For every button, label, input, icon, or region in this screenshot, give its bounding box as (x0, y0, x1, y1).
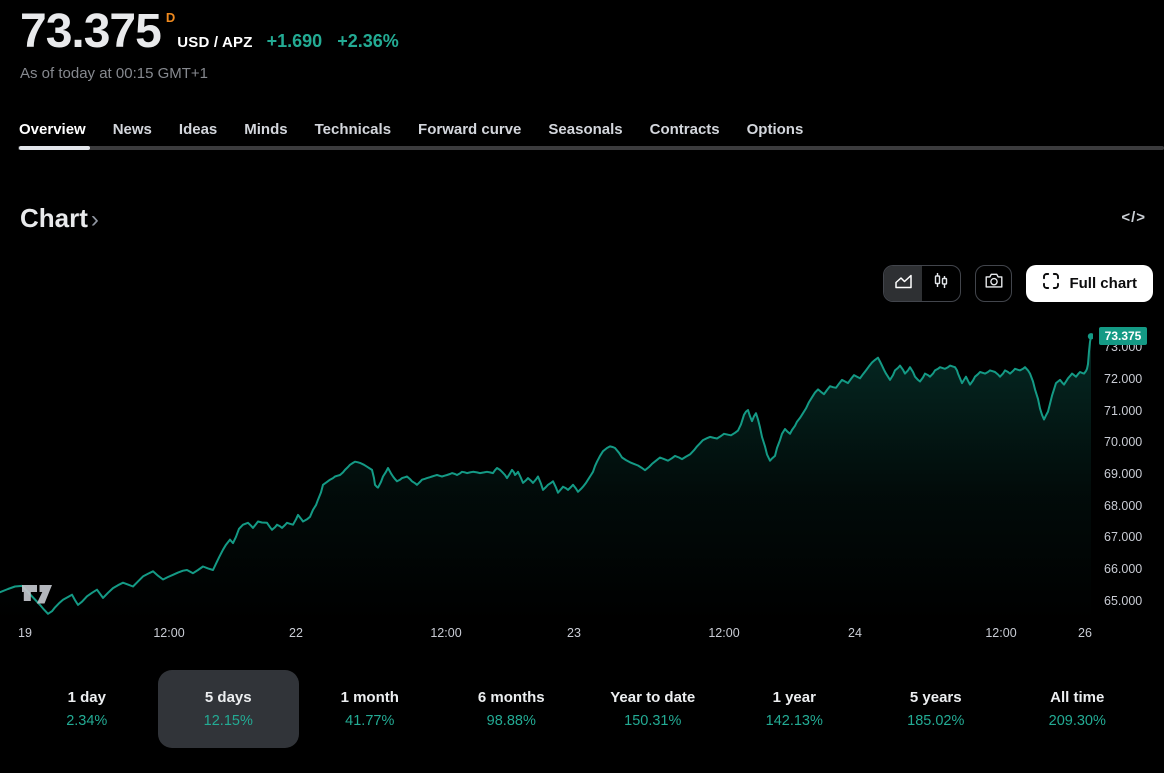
y-tick-label: 66.000 (1104, 562, 1143, 576)
y-tick-label: 67.000 (1104, 530, 1143, 544)
period-change: 209.30% (1048, 713, 1106, 729)
candles-chart-icon (931, 272, 951, 296)
interval-badge: D (165, 10, 176, 25)
chart-type-toggle (883, 265, 962, 302)
price-badge: 73.375 (1099, 327, 1147, 345)
chart-section-title[interactable]: Chart › (20, 203, 99, 234)
x-tick-label: 12:00 (430, 626, 462, 640)
price-line (0, 335, 1092, 615)
period-item-all-time[interactable]: All time 209.30% (1007, 670, 1149, 748)
period-change: 185.02% (907, 713, 965, 729)
tab-forward-curve[interactable]: Forward curve (418, 121, 522, 138)
symbol-label: USD / APZ (177, 34, 253, 51)
chevron-right-icon: › (90, 206, 99, 233)
price-change-abs: +1.690 (266, 31, 323, 51)
x-tick-label: 12:00 (985, 626, 1017, 640)
embed-code-icon[interactable]: </> (1121, 209, 1146, 226)
x-tick-label: 19 (18, 626, 32, 640)
y-tick-label: 71.000 (1104, 404, 1143, 418)
period-label: 5 days (204, 689, 252, 706)
tab-minds[interactable]: Minds (244, 121, 288, 138)
period-change: 2.34% (66, 713, 108, 729)
tab-options[interactable]: Options (746, 121, 804, 138)
period-change: 142.13% (765, 713, 823, 729)
x-tick-label: 22 (289, 626, 303, 640)
chart-type-area-button[interactable] (884, 266, 923, 301)
period-item-5-days[interactable]: 5 days 12.15% (157, 670, 299, 748)
period-label: All time (1050, 689, 1105, 706)
x-tick-label: 23 (567, 626, 581, 640)
y-tick-label: 65.000 (1104, 594, 1143, 608)
full-chart-button[interactable]: Full chart (1026, 265, 1153, 302)
price-change: +1.690 +2.36% (267, 31, 399, 52)
period-item-1-month[interactable]: 1 month 41.77% (299, 670, 441, 748)
tab-underline-active (19, 146, 90, 150)
tab-seasonals[interactable]: Seasonals (548, 121, 623, 138)
period-change: 150.31% (624, 713, 682, 729)
price-change-pct: +2.36% (337, 31, 399, 51)
x-tick-label: 12:00 (153, 626, 185, 640)
period-label: 1 day (67, 689, 106, 706)
screenshot-button[interactable] (975, 265, 1013, 302)
period-change: 98.88% (486, 713, 536, 729)
y-tick-label: 70.000 (1104, 435, 1143, 449)
price-value: 73.375 (20, 5, 162, 58)
chart-toolbar: Full chart (883, 265, 1153, 302)
chart-section-title-text: Chart (20, 203, 88, 233)
tab-contracts[interactable]: Contracts (649, 121, 720, 138)
y-tick-label: 69.000 (1104, 467, 1143, 481)
y-tick-label: 72.000 (1104, 372, 1143, 386)
camera-icon (983, 270, 1005, 297)
period-item-1-day[interactable]: 1 day 2.34% (16, 670, 158, 748)
period-label: 1 month (340, 689, 399, 706)
header: 73.375 D USD / APZ +1.690 +2.36% As of t… (20, 5, 399, 83)
last-point-dot (1087, 333, 1093, 340)
tab-technicals[interactable]: Technicals (314, 121, 392, 138)
tab-news[interactable]: News (112, 121, 152, 138)
x-tick-label: 26 (1078, 626, 1092, 640)
tab-ideas[interactable]: Ideas (178, 121, 218, 138)
x-tick-label: 24 (848, 626, 862, 640)
period-item-6-months[interactable]: 6 months 98.88% (441, 670, 583, 748)
period-item-5-years[interactable]: 5 years 185.02% (865, 670, 1007, 748)
y-tick-label: 68.000 (1104, 499, 1143, 513)
price-chart[interactable] (0, 320, 1093, 622)
period-label: 5 years (909, 689, 962, 706)
chart-type-candles-button[interactable] (922, 266, 960, 301)
period-label: 6 months (477, 689, 545, 706)
x-tick-label: 12:00 (708, 626, 740, 640)
tradingview-logo[interactable] (22, 584, 53, 612)
tab-overview[interactable]: Overview (19, 121, 86, 138)
fullscreen-icon (1042, 272, 1060, 295)
as-of-text: As of today at 00:15 GMT+1 (20, 65, 209, 82)
area-fill (0, 336, 1091, 622)
tab-underline-track (18, 146, 1164, 150)
tab-bar: Overview News Ideas Minds Technicals Forward … (19, 121, 803, 138)
period-label: Year to date (610, 689, 696, 706)
period-label: 1 year (772, 689, 816, 706)
period-change: 12.15% (203, 713, 253, 729)
period-bar: 1 day 2.34% 5 days 12.15% 1 month 41.77% 6 mon… (16, 670, 1148, 748)
full-chart-label: Full chart (1069, 275, 1137, 292)
area-chart-icon (893, 272, 914, 296)
period-item-1-year[interactable]: 1 year 142.13% (724, 670, 866, 748)
period-item-year-to-date[interactable]: Year to date 150.31% (582, 670, 724, 748)
period-change: 41.77% (345, 713, 395, 729)
